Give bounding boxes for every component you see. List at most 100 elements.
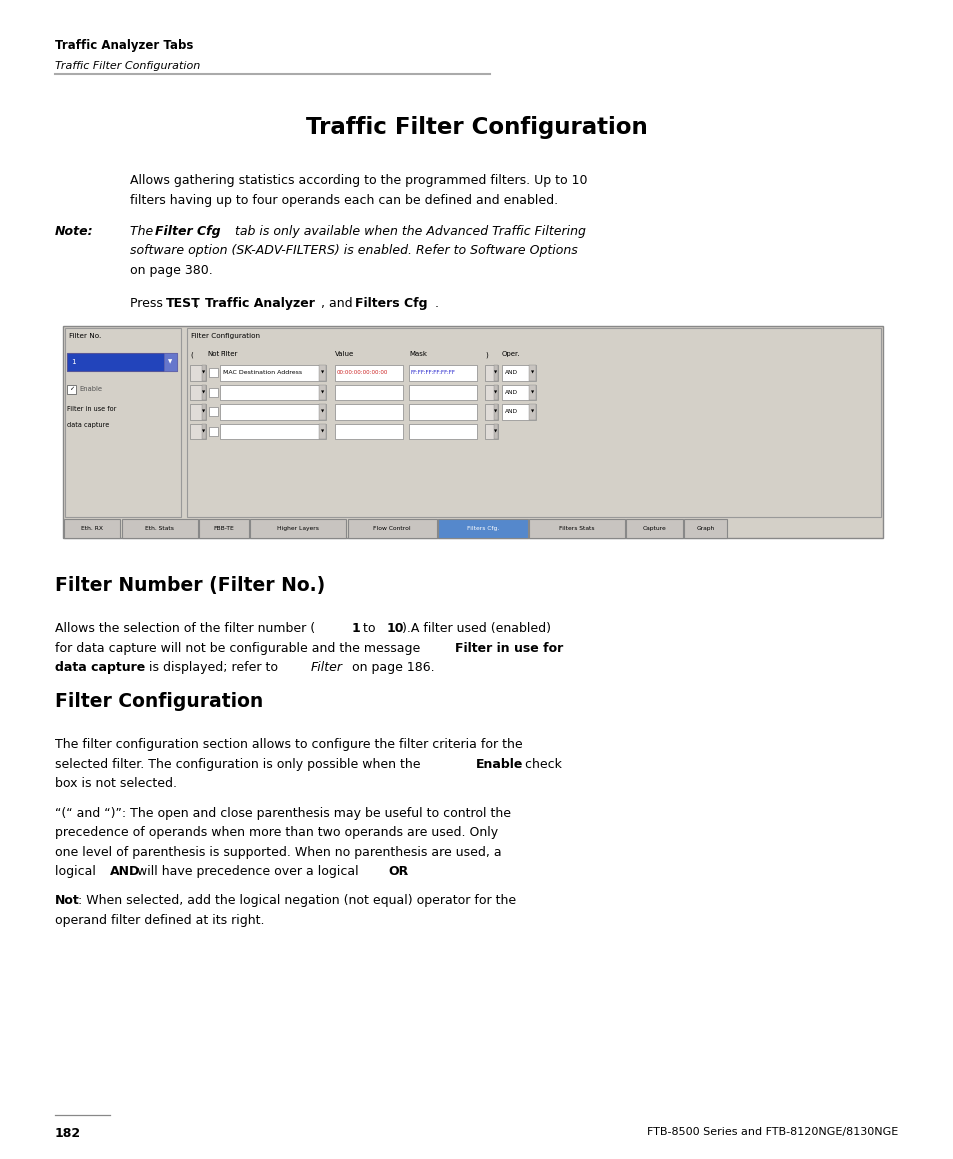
Text: “(“ and “)”: The open and close parenthesis may be useful to control the: “(“ and “)”: The open and close parenthe… [55,807,511,819]
Text: Filter in use for: Filter in use for [455,642,563,655]
Text: ✓: ✓ [69,387,74,392]
Text: Traffic Analyzer: Traffic Analyzer [205,297,314,309]
Bar [201,385,205,400]
Text: ▼: ▼ [494,391,497,394]
Text: ▼: ▼ [320,391,324,394]
Bar [347,518,436,538]
Bar [501,385,536,400]
Text: Filter in use for: Filter in use for [67,406,116,411]
Bar [683,518,726,538]
Bar [625,518,681,538]
Text: AND: AND [504,371,517,376]
Bar [529,385,536,400]
Text: 1: 1 [352,622,360,635]
Text: Flow Control: Flow Control [373,526,411,531]
Text: data capture: data capture [55,661,145,675]
Bar [63,326,882,538]
Text: Press: Press [130,297,167,309]
Text: ▼: ▼ [531,371,534,374]
Text: Note:: Note: [55,225,93,238]
Text: Not: Not [55,895,80,907]
Text: : When selected, add the logical negation (not equal) operator for the: : When selected, add the logical negatio… [77,895,515,907]
Bar [501,404,536,420]
Text: Graph: Graph [696,526,714,531]
Text: Filters Cfg.: Filters Cfg. [466,526,498,531]
Text: Eth. RX: Eth. RX [81,526,103,531]
Bar [318,423,326,439]
Bar [250,518,346,538]
Text: tab is only available when the Advanced Traffic Filtering: tab is only available when the Advanced … [231,225,585,238]
Bar [409,385,476,400]
Bar [494,365,497,380]
Text: AND: AND [504,409,517,415]
Bar [190,423,205,439]
Text: MAC Destination Address: MAC Destination Address [223,371,302,376]
Bar [484,365,497,380]
Bar [335,385,402,400]
Text: ▼: ▼ [202,391,205,394]
Text: will have precedence over a logical: will have precedence over a logical [132,865,362,879]
Bar [64,518,120,538]
Bar [65,328,181,517]
Text: FTB-8500 Series and FTB-8120NGE/8130NGE: FTB-8500 Series and FTB-8120NGE/8130NGE [646,1127,897,1137]
Text: The: The [130,225,157,238]
Text: operand filter defined at its right.: operand filter defined at its right. [55,913,264,927]
Bar [199,518,249,538]
Bar [494,423,497,439]
Text: Filter Cfg: Filter Cfg [154,225,220,238]
Text: Value: Value [335,351,354,357]
Text: Enable: Enable [476,758,523,771]
Text: Traffic Filter Configuration: Traffic Filter Configuration [305,116,647,139]
Bar [187,328,880,517]
Text: ▼: ▼ [494,410,497,414]
Text: Mask: Mask [409,351,427,357]
Text: TEST: TEST [166,297,201,309]
Text: Not: Not [207,351,219,357]
Bar [209,388,218,396]
Text: Filter: Filter [311,661,342,675]
Bar [318,385,326,400]
Text: (: ( [190,351,193,358]
Bar [494,385,497,400]
Bar [529,518,624,538]
Bar [484,385,497,400]
Bar [190,385,205,400]
Text: data capture: data capture [67,422,110,428]
Bar [220,404,326,420]
Bar [335,404,402,420]
Bar [529,404,536,420]
Text: .: . [402,865,407,879]
Bar [190,365,205,380]
Text: Filters Cfg: Filters Cfg [355,297,427,309]
Text: software option (SK-ADV-FILTERS) is enabled. Refer to Software Options: software option (SK-ADV-FILTERS) is enab… [130,245,578,257]
Text: ▼: ▼ [202,429,205,433]
Bar [220,423,326,439]
Text: AND: AND [111,865,140,879]
Bar [209,427,218,436]
Text: OR: OR [388,865,408,879]
Text: ▼: ▼ [202,371,205,374]
Text: Allows gathering statistics according to the programmed filters. Up to 10: Allows gathering statistics according to… [130,174,587,187]
Text: ▼: ▼ [494,371,497,374]
Bar [67,353,177,371]
Text: 1: 1 [71,359,75,365]
Text: on page 380.: on page 380. [130,264,213,277]
Bar [122,518,197,538]
Text: on page 186.: on page 186. [348,661,434,675]
Text: Filter Number (Filter No.): Filter Number (Filter No.) [55,576,325,595]
Text: Enable: Enable [79,386,102,392]
Text: to: to [359,622,379,635]
Text: ▼: ▼ [494,429,497,433]
Bar [409,423,476,439]
Text: Allows the selection of the filter number (: Allows the selection of the filter numbe… [55,622,314,635]
Text: logical: logical [55,865,100,879]
Text: ▼: ▼ [320,371,324,374]
Text: , and: , and [320,297,355,309]
Text: ▼: ▼ [320,410,324,414]
Text: ▼: ▼ [531,410,534,414]
Text: Filter: Filter [220,351,237,357]
Text: ▼: ▼ [168,359,172,364]
Text: Higher Layers: Higher Layers [277,526,319,531]
Text: for data capture will not be configurable and the message: for data capture will not be configurabl… [55,642,424,655]
Text: ▼: ▼ [531,391,534,394]
